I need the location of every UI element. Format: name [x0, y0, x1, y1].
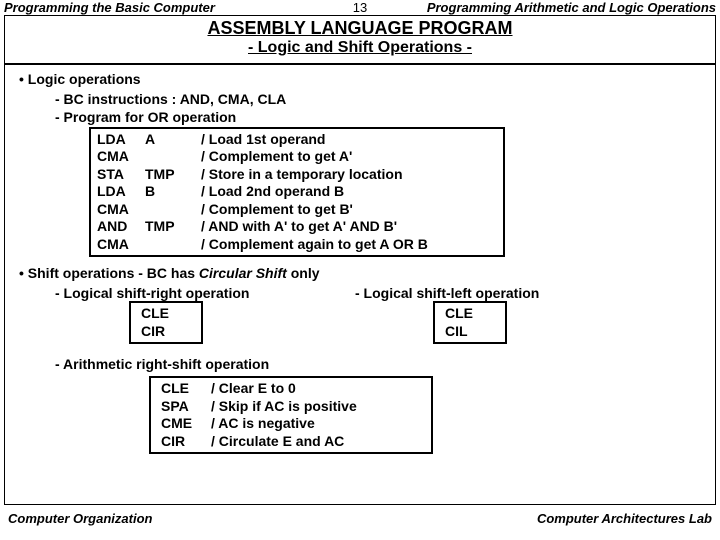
- code-row: SPA/ Skip if AC is positive: [161, 398, 421, 416]
- arg: [145, 201, 201, 219]
- logic-heading: • Logic operations: [19, 71, 701, 87]
- shift-pre: • Shift operations - BC has: [19, 265, 199, 281]
- logic-line2: - Program for OR operation: [55, 109, 701, 125]
- shift-labels: - Logical shift-right operation - Logica…: [55, 285, 701, 301]
- arith-box-row: CLE/ Clear E to 0 SPA/ Skip if AC is pos…: [149, 376, 701, 454]
- code-line: CIR: [141, 323, 191, 341]
- code-line: CLE: [141, 305, 191, 323]
- or-program-box: LDAA/ Load 1st operand CMA/ Complement t…: [89, 127, 505, 258]
- op: CME: [161, 415, 211, 433]
- header-right: Programming Arithmetic and Logic Operati…: [427, 0, 716, 15]
- code-row: STATMP/ Store in a temporary location: [97, 166, 497, 184]
- arith-heading: - Arithmetic right-shift operation: [55, 356, 701, 372]
- divider: [5, 63, 715, 65]
- code-row: CMA / Complement to get A': [97, 148, 497, 166]
- cmt: / AND with A' to get A' AND B': [201, 218, 397, 236]
- slide-title: ASSEMBLY LANGUAGE PROGRAM: [5, 18, 715, 39]
- arg: [145, 236, 201, 254]
- op: CMA: [97, 201, 145, 219]
- op: LDA: [97, 183, 145, 201]
- op: SPA: [161, 398, 211, 416]
- code-row: CMA / Complement to get B': [97, 201, 497, 219]
- cmt: / AC is negative: [211, 415, 315, 433]
- cmt: / Load 1st operand: [201, 131, 325, 149]
- cmt: / Store in a temporary location: [201, 166, 403, 184]
- arg: [145, 148, 201, 166]
- arg: A: [145, 131, 201, 149]
- shift-em: Circular Shift: [199, 265, 287, 281]
- shift-right-label: - Logical shift-right operation: [55, 285, 355, 301]
- slide-frame: ASSEMBLY LANGUAGE PROGRAM - Logic and Sh…: [4, 15, 716, 505]
- shift-left-box: CLE CIL: [433, 301, 507, 344]
- arg: TMP: [145, 218, 201, 236]
- cmt: / Clear E to 0: [211, 380, 296, 398]
- arg: B: [145, 183, 201, 201]
- header-left: Programming the Basic Computer: [4, 0, 215, 15]
- code-row: CMA / Complement again to get A OR B: [97, 236, 497, 254]
- footer-right: Computer Architectures Lab: [537, 511, 712, 526]
- page-number: 13: [353, 0, 367, 15]
- cmt: / Load 2nd operand B: [201, 183, 344, 201]
- code-row: LDAA/ Load 1st operand: [97, 131, 497, 149]
- op: CIR: [161, 433, 211, 451]
- arg: TMP: [145, 166, 201, 184]
- op: LDA: [97, 131, 145, 149]
- slide-subtitle: - Logic and Shift Operations -: [5, 39, 715, 57]
- op: CLE: [161, 380, 211, 398]
- shift-heading: • Shift operations - BC has Circular Shi…: [19, 265, 701, 281]
- cmt: / Complement again to get A OR B: [201, 236, 428, 254]
- cmt: / Complement to get B': [201, 201, 353, 219]
- logic-line1: - BC instructions : AND, CMA, CLA: [55, 91, 701, 107]
- code-row: CME/ AC is negative: [161, 415, 421, 433]
- code-row: CLE/ Clear E to 0: [161, 380, 421, 398]
- cmt: / Skip if AC is positive: [211, 398, 357, 416]
- footer-left: Computer Organization: [8, 511, 152, 526]
- shift-right-box: CLE CIR: [129, 301, 203, 344]
- cmt: / Complement to get A': [201, 148, 352, 166]
- code-row: LDAB/ Load 2nd operand B: [97, 183, 497, 201]
- code-row: ANDTMP/ AND with A' to get A' AND B': [97, 218, 497, 236]
- code-row: CIR/ Circulate E and AC: [161, 433, 421, 451]
- op: CMA: [97, 236, 145, 254]
- arith-box: CLE/ Clear E to 0 SPA/ Skip if AC is pos…: [149, 376, 433, 454]
- op: AND: [97, 218, 145, 236]
- content-area: • Logic operations - BC instructions : A…: [5, 71, 715, 455]
- op: STA: [97, 166, 145, 184]
- op: CMA: [97, 148, 145, 166]
- code-line: CLE: [445, 305, 495, 323]
- code-line: CIL: [445, 323, 495, 341]
- shift-boxes: CLE CIR CLE CIL: [129, 301, 701, 344]
- shift-left-label: - Logical shift-left operation: [355, 285, 539, 301]
- cmt: / Circulate E and AC: [211, 433, 344, 451]
- shift-post: only: [287, 265, 320, 281]
